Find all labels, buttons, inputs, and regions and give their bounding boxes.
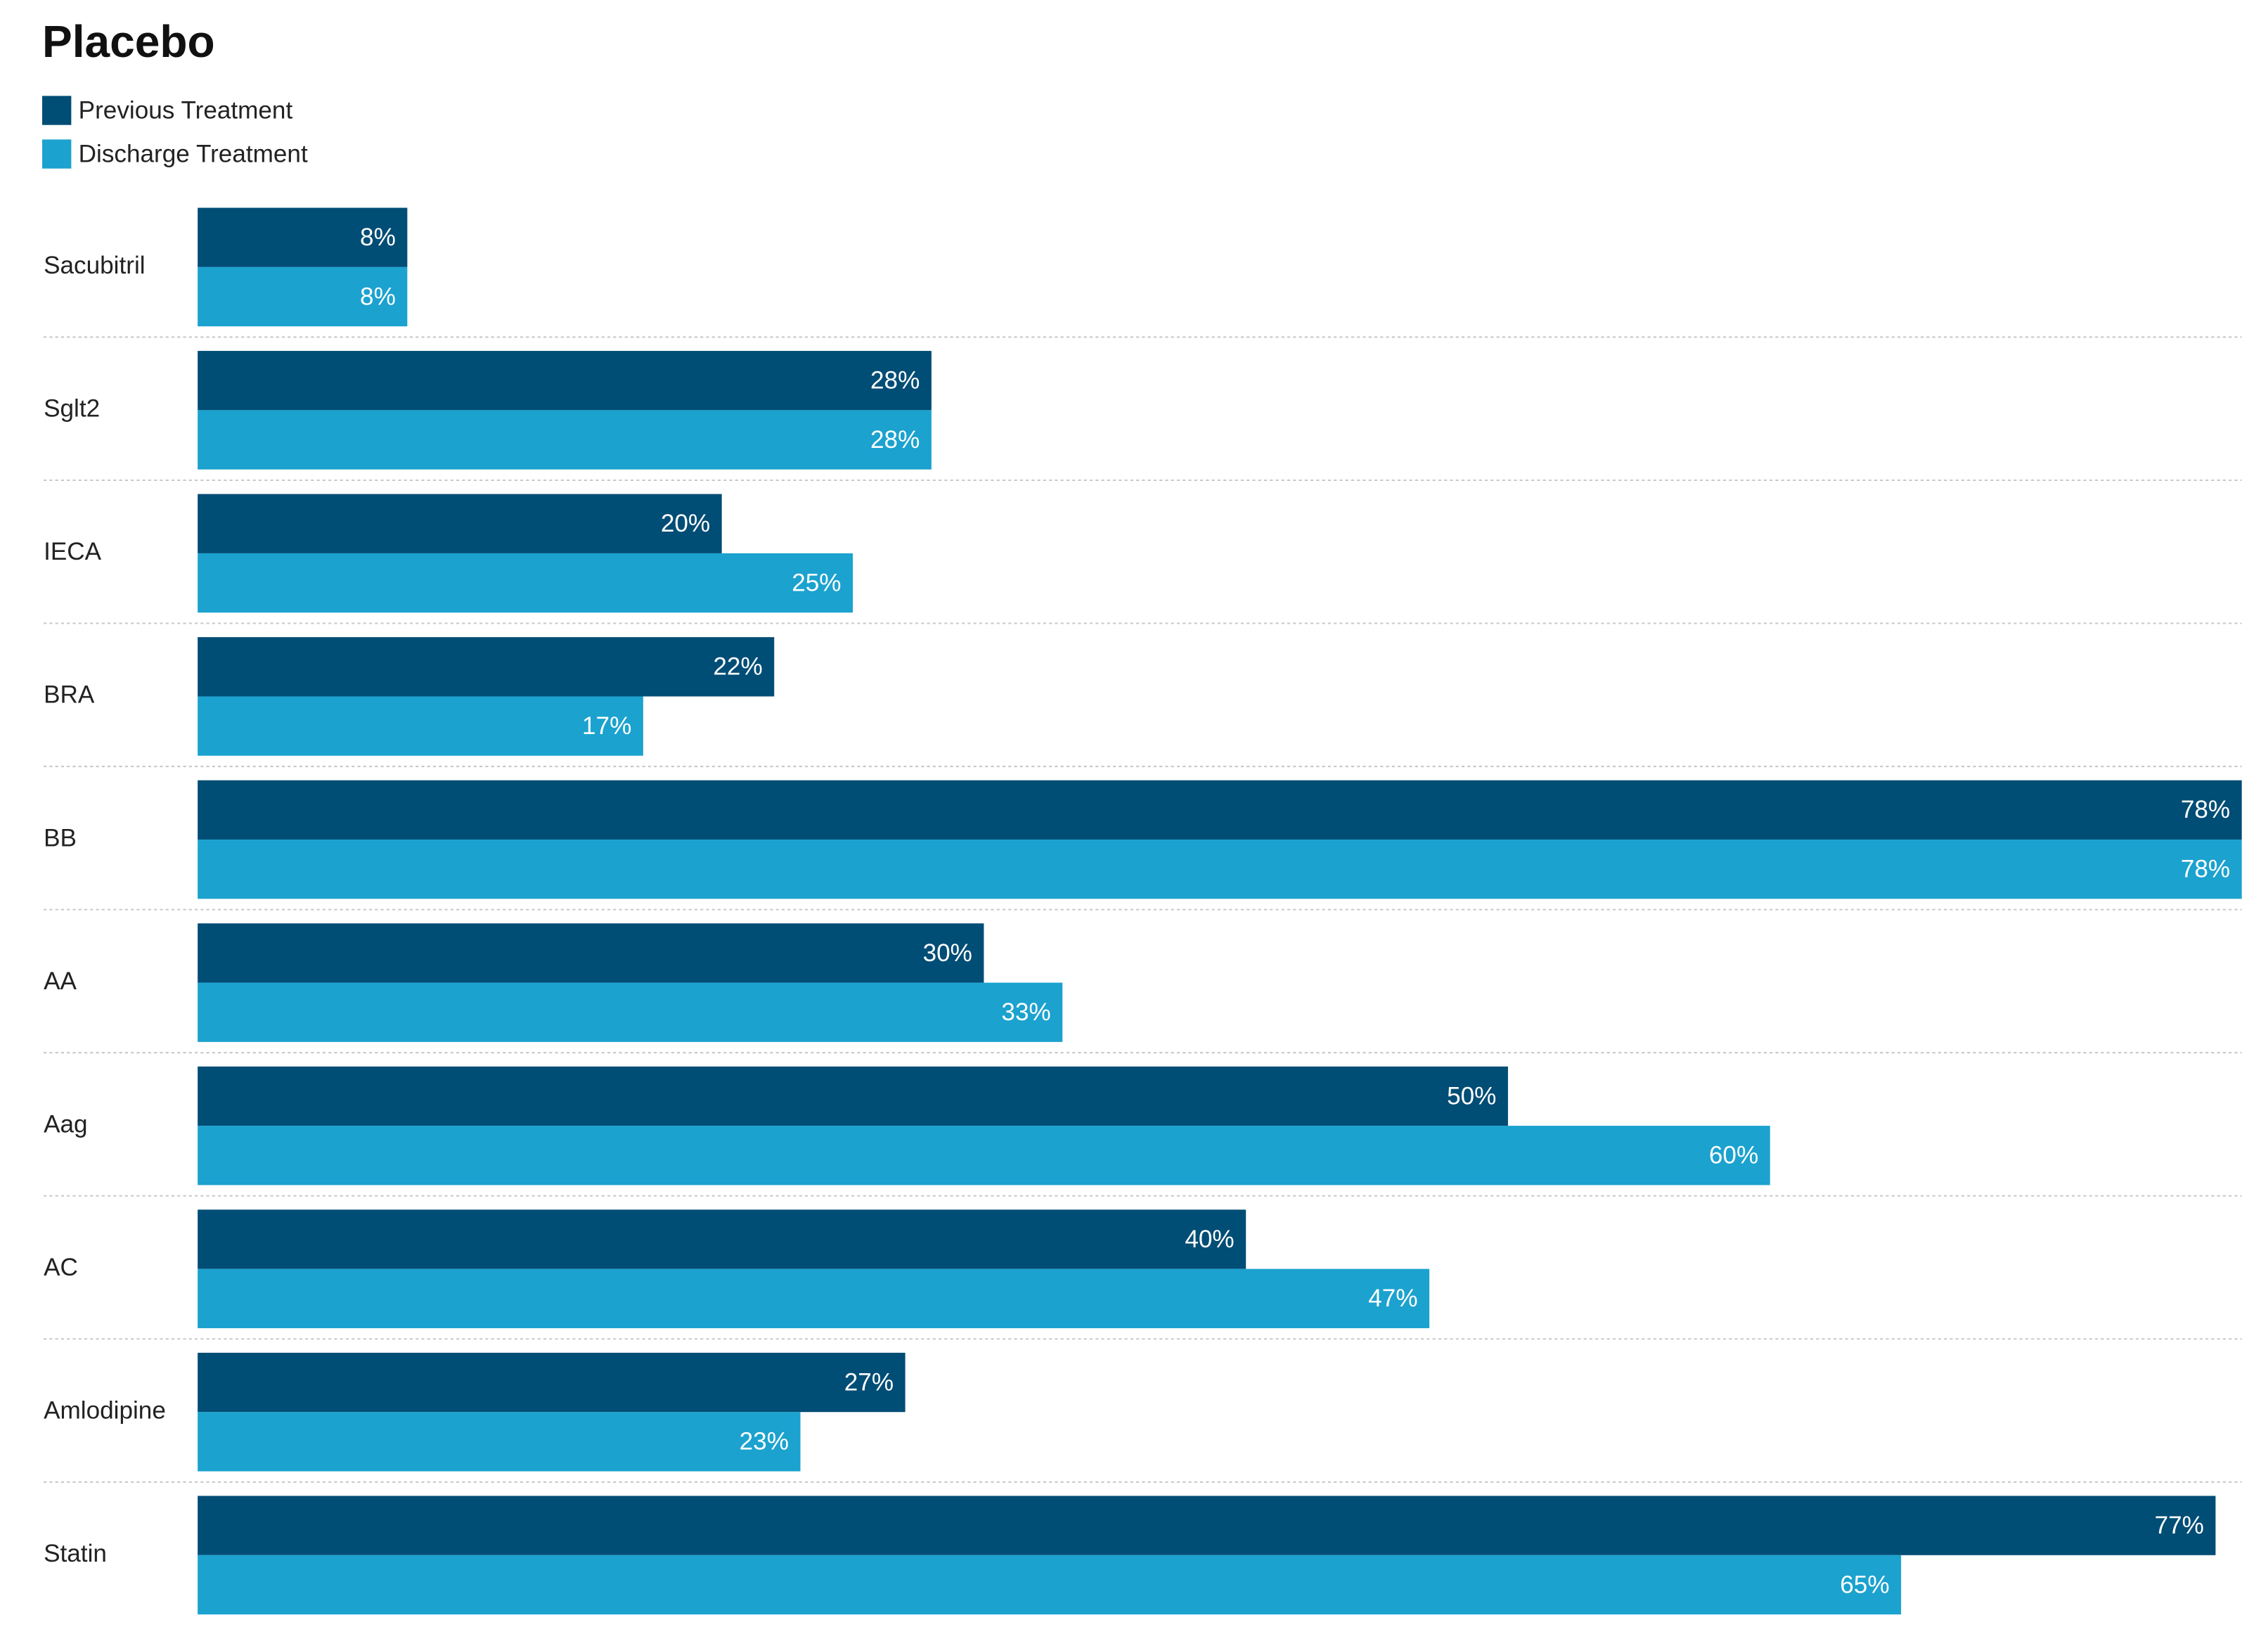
value-label: 77% <box>2155 1512 2204 1539</box>
bar <box>198 840 2242 899</box>
value-label: 23% <box>740 1428 789 1455</box>
category-label: BB <box>44 824 77 851</box>
bar <box>198 1352 906 1413</box>
bar <box>198 923 984 983</box>
bar <box>198 637 775 697</box>
category-label: Amlodipine <box>44 1396 166 1424</box>
value-label: 27% <box>844 1368 894 1396</box>
bar <box>198 553 853 613</box>
value-label: 78% <box>2181 856 2230 883</box>
bar <box>198 1555 1902 1615</box>
bar <box>198 410 932 470</box>
legend-swatch <box>42 96 72 125</box>
value-label: 8% <box>360 224 396 251</box>
value-label: 60% <box>1709 1142 1758 1169</box>
chart-title: Placebo <box>42 16 215 67</box>
value-label: 28% <box>870 426 920 454</box>
value-label: 47% <box>1368 1285 1417 1312</box>
category-label: Aag <box>44 1110 87 1138</box>
bar <box>198 266 408 327</box>
bar <box>198 351 932 411</box>
category-label: IECA <box>44 538 102 565</box>
value-label: 17% <box>582 712 631 740</box>
value-label: 22% <box>713 653 762 681</box>
value-label: 33% <box>1001 998 1050 1026</box>
legend-swatch <box>42 139 72 169</box>
value-label: 8% <box>360 283 396 310</box>
value-label: 25% <box>792 569 841 596</box>
value-label: 28% <box>870 367 920 394</box>
legend-label: Discharge Treatment <box>79 140 308 167</box>
value-label: 40% <box>1185 1226 1234 1253</box>
bar <box>198 494 722 553</box>
category-label: Sglt2 <box>44 395 100 423</box>
bar <box>198 982 1063 1042</box>
bar <box>198 1126 1770 1185</box>
category-label: AA <box>44 968 77 995</box>
bar <box>198 1066 1508 1126</box>
bar <box>198 1268 1430 1328</box>
category-label: AC <box>44 1254 78 1281</box>
bar <box>198 1496 2216 1555</box>
bar <box>198 207 408 267</box>
bar <box>198 1209 1246 1269</box>
category-label: Statin <box>44 1540 107 1567</box>
bar <box>198 1412 801 1472</box>
value-label: 50% <box>1447 1082 1496 1110</box>
category-label: Sacubitril <box>44 252 145 279</box>
legend-label: Previous Treatment <box>79 96 293 124</box>
bar <box>198 780 2242 840</box>
value-label: 20% <box>661 510 710 537</box>
value-label: 30% <box>923 939 972 967</box>
value-label: 78% <box>2181 796 2230 823</box>
bar <box>198 696 643 756</box>
category-label: BRA <box>44 681 95 709</box>
value-label: 65% <box>1840 1571 1889 1598</box>
